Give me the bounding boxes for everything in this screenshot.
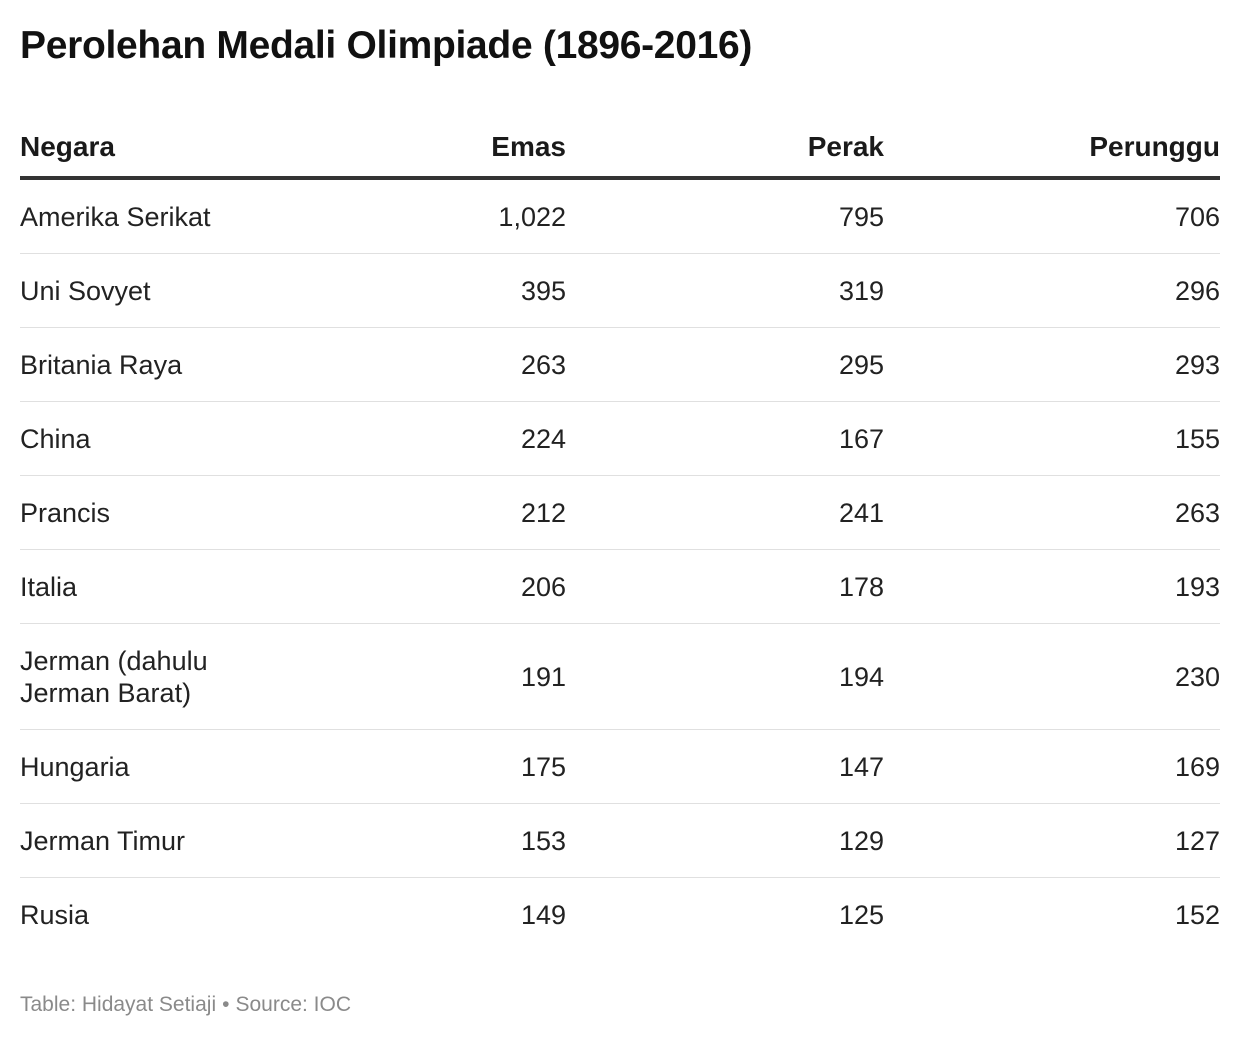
silver-cell: 319	[566, 253, 884, 328]
country-cell: China	[20, 423, 91, 454]
table-row: Jerman Timur 153 129 127	[20, 803, 1220, 878]
bronze-cell: 293	[884, 327, 1220, 402]
bronze-cell: 296	[884, 253, 1220, 328]
table-row: Italia 206 178 193	[20, 549, 1220, 624]
column-header-silver: Perak	[566, 118, 884, 180]
separator-dot: •	[222, 993, 230, 1016]
table-chart: Perolehan Medali Olimpiade (1896-2016) N…	[20, 0, 1220, 930]
country-cell: Britania Raya	[20, 349, 183, 380]
country-cell: Hungaria	[20, 751, 130, 782]
table-row: Hungaria 175 147 169	[20, 729, 1220, 804]
gold-cell: 153	[380, 803, 566, 878]
bronze-cell: 169	[884, 729, 1220, 804]
gold-cell: 175	[380, 729, 566, 804]
country-cell: Jerman (dahulu Jerman Barat)	[20, 645, 208, 708]
country-cell: Prancis	[20, 497, 111, 528]
gold-cell: 206	[380, 549, 566, 624]
table-credit: Table: Hidayat Setiaji	[20, 993, 217, 1016]
gold-cell: 263	[380, 327, 566, 402]
bronze-cell: 127	[884, 803, 1220, 878]
gold-cell: 149	[520, 899, 566, 930]
silver-cell: 795	[566, 178, 884, 254]
chart-footer: Table: Hidayat Setiaji • Source: IOC	[20, 992, 351, 1018]
chart-title: Perolehan Medali Olimpiade (1896-2016)	[20, 24, 753, 67]
bronze-cell: 263	[884, 475, 1220, 550]
table-row: China 224 167 155	[20, 401, 1220, 476]
silver-cell: 295	[566, 327, 884, 402]
column-header-country: Negara	[20, 118, 380, 180]
bronze-cell: 155	[884, 401, 1220, 476]
table-row: Uni Sovyet 395 319 296	[20, 253, 1220, 328]
table-row: Rusia 149 125 152	[20, 878, 1220, 952]
medal-table: Negara Emas Perak Perunggu Amerika Serik…	[20, 118, 1220, 951]
bronze-cell: 706	[884, 178, 1220, 254]
country-cell: Jerman Timur	[20, 825, 186, 856]
table-row: Jerman (dahulu Jerman Barat) 191 194 230	[20, 623, 1220, 730]
bronze-cell: 152	[1174, 899, 1220, 930]
country-cell: Italia	[20, 571, 78, 602]
silver-cell: 241	[566, 475, 884, 550]
column-header-gold: Emas	[380, 118, 566, 180]
table-row: Amerika Serikat 1,022 795 706	[20, 178, 1220, 254]
gold-cell: 224	[380, 401, 566, 476]
gold-cell: 395	[380, 253, 566, 328]
silver-cell: 178	[566, 549, 884, 624]
header-row: Negara Emas Perak Perunggu	[20, 118, 1220, 180]
country-cell: Amerika Serikat	[20, 201, 211, 232]
silver-cell: 194	[566, 623, 884, 730]
bronze-cell: 230	[884, 623, 1220, 730]
source-credit: Source: IOC	[235, 993, 352, 1016]
table-row: Prancis 212 241 263	[20, 475, 1220, 550]
country-cell: Rusia	[20, 899, 90, 930]
silver-cell: 129	[566, 803, 884, 878]
table-row: Britania Raya 263 295 293	[20, 327, 1220, 402]
column-header-bronze: Perunggu	[884, 118, 1220, 180]
silver-cell: 125	[838, 899, 884, 930]
country-cell: Uni Sovyet	[20, 275, 151, 306]
silver-cell: 147	[566, 729, 884, 804]
bronze-cell: 193	[884, 549, 1220, 624]
silver-cell: 167	[566, 401, 884, 476]
gold-cell: 212	[380, 475, 566, 550]
gold-cell: 1,022	[380, 178, 566, 254]
gold-cell: 191	[380, 623, 566, 730]
